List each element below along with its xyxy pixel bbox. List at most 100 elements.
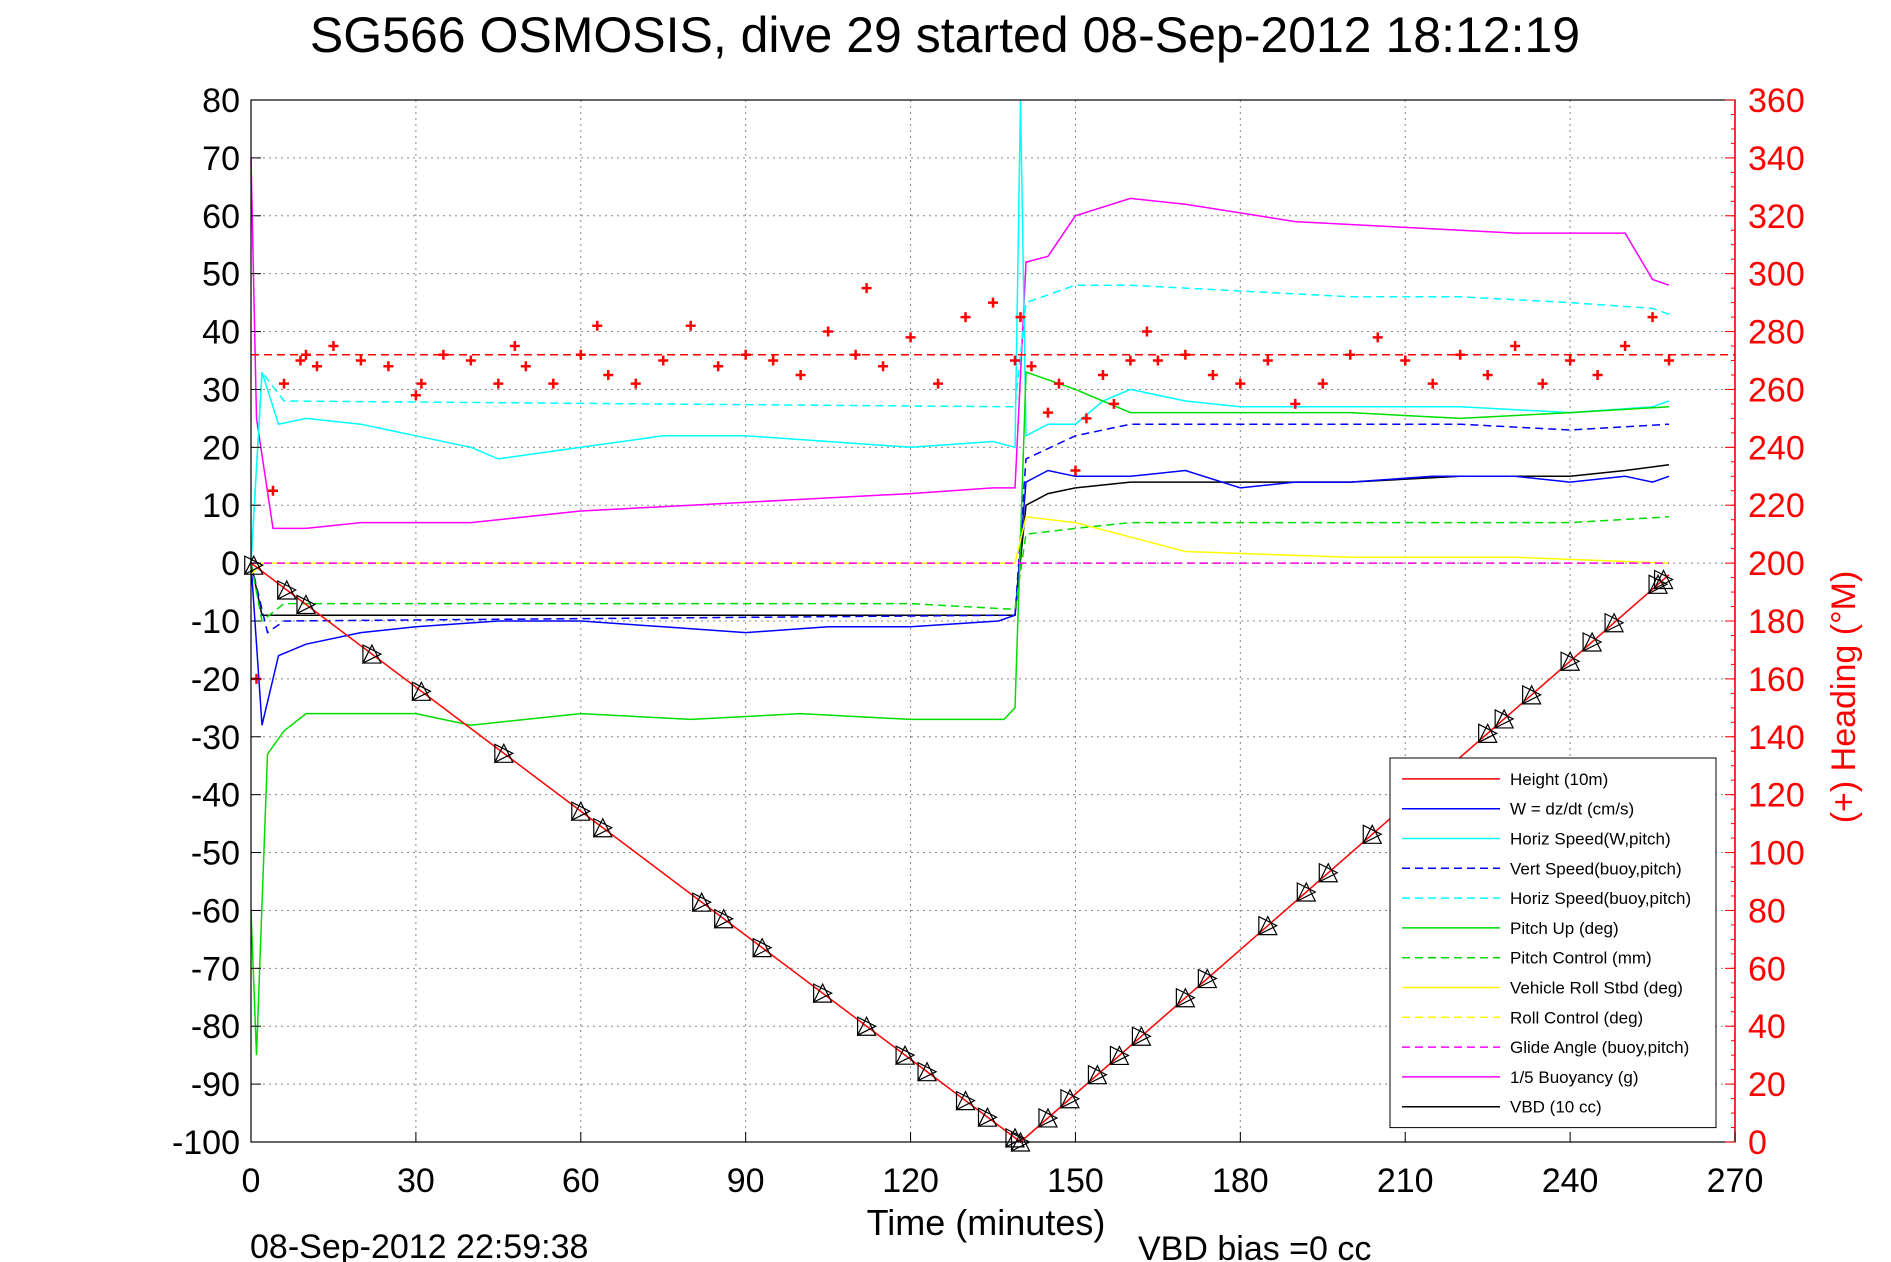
legend: Height (10m) W = dz/dt (cm/s) Horiz Speed(… [1389, 757, 1717, 1129]
heading-point [850, 349, 861, 360]
heading-point [1108, 398, 1119, 409]
y2-tick-label: 320 [1748, 198, 1805, 236]
x-tick-labels: 0 30 60 90 120 150 180 210 240 270 [242, 1162, 1764, 1200]
legend-label: VBD (10 cc) [1510, 1098, 1602, 1117]
legend-label: Glide Angle (buoy,pitch) [1510, 1038, 1689, 1057]
turn-marker [1521, 684, 1542, 705]
heading-point [603, 369, 614, 380]
heading-point [823, 326, 834, 337]
y2-tick-label: 180 [1748, 603, 1805, 641]
y2-tick-label: 80 [1748, 892, 1786, 930]
y2-tick-label: 300 [1748, 256, 1805, 294]
x-tick-label: 120 [882, 1162, 939, 1200]
heading-point [1345, 349, 1356, 360]
turn-marker [917, 1061, 938, 1082]
heading-point [1042, 407, 1053, 418]
y-tick-label: -70 [191, 950, 240, 988]
legend-label: Horiz Speed(W,pitch) [1510, 830, 1671, 849]
footer-timestamp: 08-Sep-2012 22:59:38 [250, 1228, 588, 1262]
heading-point [713, 361, 724, 372]
heading-point [1537, 378, 1548, 389]
y-tick-label: 20 [202, 429, 240, 467]
heading-point [960, 312, 971, 323]
heading-point [267, 485, 278, 496]
turn-marker [361, 643, 383, 665]
y-tick-label: -60 [191, 892, 240, 930]
series-horiz-speed-buoy-pitch [250, 284, 1670, 564]
heading-point [1372, 332, 1383, 343]
heading-point [630, 378, 641, 389]
y-tick-label: -80 [191, 1008, 240, 1046]
legend-label: 1/5 Buoyancy (g) [1510, 1068, 1639, 1087]
y2-axis-label: (+) Heading (°M) [1825, 571, 1863, 824]
heading-point [988, 297, 998, 308]
heading-point [465, 355, 476, 366]
heading-point [383, 361, 394, 372]
x-tick-label: 150 [1047, 1162, 1104, 1200]
y2-tick-label: 220 [1748, 487, 1805, 525]
y2-tick-label: 140 [1748, 719, 1805, 757]
y-tick-label: 60 [202, 198, 240, 236]
marker-layer [243, 554, 1674, 1152]
heading-point [768, 355, 779, 366]
y-tick-labels: 80 70 60 50 40 30 20 10 0 -10 -20 -30 -40 -50 -60 -70 -8… [172, 82, 240, 1162]
heading-point [1070, 465, 1081, 476]
heading-point [493, 378, 504, 389]
x-tick-label: 60 [562, 1162, 600, 1200]
legend-label: Pitch Up (deg) [1510, 919, 1619, 938]
heading-point [1125, 355, 1136, 366]
y-tick-label: 10 [202, 487, 240, 525]
heading-point [300, 349, 311, 360]
heading-point [1141, 326, 1152, 337]
heading-point [311, 361, 322, 372]
heading-point [592, 320, 603, 331]
heading-point [1235, 378, 1246, 389]
y2-tick-label: 120 [1748, 777, 1805, 815]
heading-point [438, 349, 449, 360]
turn-marker [1175, 987, 1196, 1008]
heading-point [861, 283, 872, 294]
heading-point [355, 355, 366, 366]
turn-marker [1604, 612, 1625, 633]
heading-point [328, 341, 339, 352]
turn-marker [570, 800, 592, 822]
y-tick-label: -50 [191, 835, 240, 873]
heading-point [933, 378, 944, 389]
heading-point [509, 341, 520, 352]
turn-marker [977, 1106, 998, 1128]
turn-marker [1197, 968, 1218, 989]
turn-marker [713, 908, 735, 929]
heading-point [1097, 369, 1108, 380]
y2-tick-label: 20 [1748, 1066, 1786, 1104]
heading-point [1510, 341, 1521, 352]
heading-point [1026, 361, 1037, 372]
x-tick-label: 30 [397, 1162, 435, 1200]
x-tick-label: 210 [1377, 1162, 1434, 1200]
y-tick-label: -100 [172, 1124, 240, 1162]
x-tick-label: 270 [1707, 1162, 1764, 1200]
heading-point [905, 332, 916, 343]
x-tick-label: 180 [1212, 1162, 1269, 1200]
y-tick-label: -30 [191, 719, 240, 757]
turn-marker [812, 982, 833, 1004]
y2-tick-labels: 3603403203002802602402202001801601401201… [1748, 82, 1805, 1162]
heading-point [1482, 369, 1493, 380]
axes [250, 99, 1736, 1143]
heading-point [1400, 355, 1411, 366]
heading-point [685, 320, 696, 331]
y-tick-label: -10 [191, 603, 240, 641]
vbd-bias-label: VBD bias =0 cc [1138, 1230, 1371, 1262]
series-pitch-up-deg [250, 371, 1670, 1056]
series-1-5-buoyancy-g [250, 157, 1670, 530]
heading-point [548, 378, 559, 389]
heading-point [1262, 355, 1273, 366]
turn-marker [493, 742, 515, 764]
y-tick-label: -20 [191, 661, 240, 699]
turn-marker [1131, 1025, 1152, 1047]
y2-tick-label: 260 [1748, 371, 1805, 409]
legend-label: Roll Control (deg) [1510, 1008, 1643, 1027]
turn-marker [1318, 862, 1339, 883]
heading-point [795, 369, 806, 380]
turn-marker [1257, 915, 1279, 936]
